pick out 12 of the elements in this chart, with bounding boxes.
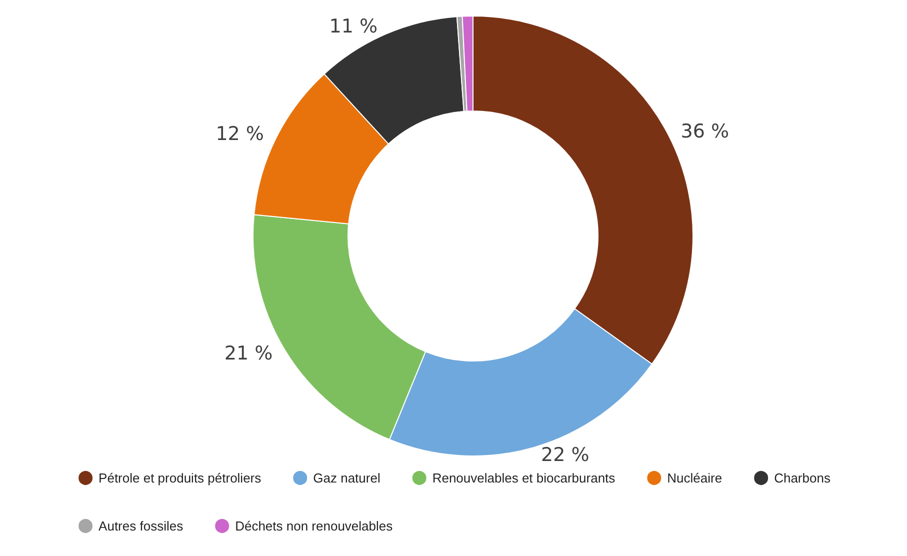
- legend-label: Déchets non renouvelables: [235, 518, 394, 534]
- legend-label: Gaz naturel: [313, 470, 380, 486]
- data-label: 21 %: [224, 342, 273, 365]
- data-label: 12 %: [216, 123, 264, 146]
- data-label: 36 %: [680, 120, 730, 143]
- data-label: 11 %: [329, 16, 378, 38]
- legend-label: Charbons: [774, 470, 831, 486]
- legend-label: Pétrole et produits pétroliers: [98, 470, 262, 486]
- data-label: 22 %: [541, 444, 590, 466]
- legend-label: Renouvelables et biocarburants: [432, 470, 616, 486]
- legend-label: Autres fossiles: [98, 518, 184, 534]
- legend-label: Nucléaire: [667, 470, 722, 486]
